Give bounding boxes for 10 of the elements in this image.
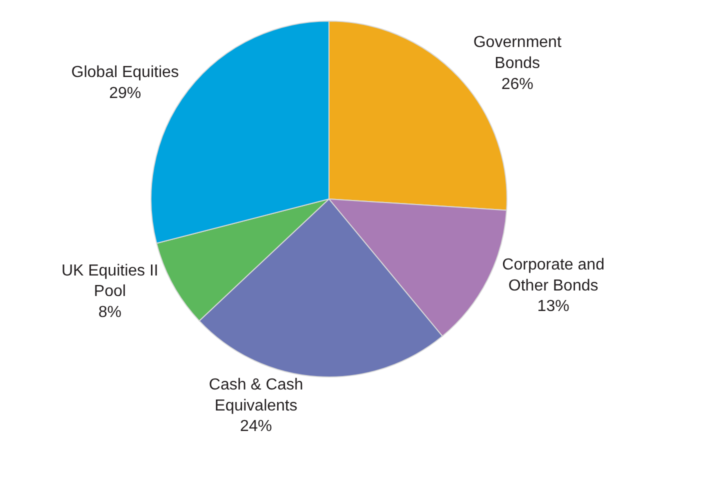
data-label: 24% [240, 418, 272, 436]
data-label: 26% [501, 76, 534, 93]
slice-label: Corporate and Other Bonds [502, 256, 604, 294]
data-label: 8% [98, 304, 122, 321]
slice-label: Cash & Cash Equivalents [208, 376, 304, 414]
data-label: 29% [109, 84, 142, 102]
slice-label: Government Bonds [473, 34, 562, 72]
slice-label: Global Equities [71, 64, 179, 81]
data-label: 13% [537, 298, 570, 316]
slice-label: UK Equities II Pool [61, 262, 158, 300]
